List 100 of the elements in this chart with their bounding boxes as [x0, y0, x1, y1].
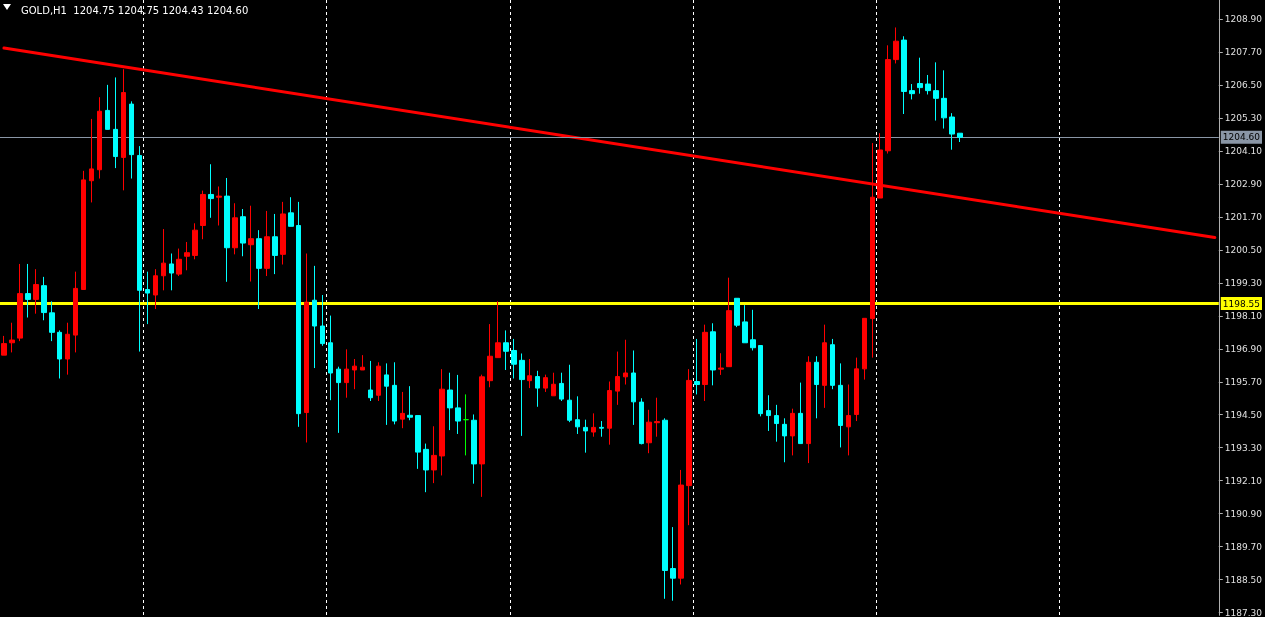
candlestick — [368, 360, 373, 402]
candlestick — [400, 391, 405, 429]
candlestick — [336, 366, 341, 434]
candlestick — [272, 213, 278, 275]
y-tick-label: 1208.90 — [1224, 14, 1263, 25]
candlestick — [9, 322, 15, 353]
candlestick — [137, 145, 142, 353]
candlestick — [25, 263, 31, 319]
y-tick-label: 1199.30 — [1224, 277, 1263, 288]
candlestick — [559, 372, 564, 402]
candlestick — [41, 276, 47, 321]
candlestick — [121, 68, 126, 191]
candlestick — [280, 201, 286, 265]
candlestick — [97, 96, 102, 180]
candlestick — [495, 300, 501, 359]
candlestick — [957, 132, 963, 143]
y-tick-label: 1189.70 — [1224, 541, 1263, 552]
y-tick-label: 1190.90 — [1224, 508, 1263, 519]
candlestick — [646, 409, 652, 454]
candlestick — [694, 338, 700, 395]
ref-line-label: 1204.60 — [1222, 132, 1261, 143]
candlestick — [248, 205, 254, 283]
candlestick — [734, 297, 740, 328]
candlestick — [654, 397, 660, 438]
y-tick-label: 1192.10 — [1224, 475, 1263, 486]
chart-title: GOLD,H1 1204.75 1204.75 1204.43 1204.60 — [21, 4, 249, 16]
candlestick — [352, 358, 357, 390]
candlestick — [631, 349, 636, 426]
candlestick — [49, 300, 55, 342]
candlestick — [543, 374, 548, 393]
candlestick — [949, 112, 955, 151]
candlestick — [575, 395, 580, 435]
candlestick — [392, 361, 397, 425]
candlestick — [917, 57, 923, 95]
candlestick — [240, 208, 246, 257]
candlestick — [105, 84, 110, 130]
candlestick — [639, 397, 644, 445]
candlestick — [583, 419, 588, 454]
candlestick — [615, 351, 620, 406]
candlestick — [686, 368, 692, 526]
candlestick — [89, 118, 94, 203]
candlestick — [862, 317, 867, 381]
candlestick — [774, 404, 779, 443]
y-tick-label: 1206.50 — [1224, 80, 1263, 91]
candlestick — [710, 322, 716, 386]
candlestick — [901, 35, 907, 115]
y-tick-label: 1204.10 — [1224, 146, 1263, 157]
candlestick — [415, 415, 421, 470]
candlestick — [153, 268, 158, 310]
candlestick — [192, 222, 198, 260]
candlestick — [184, 241, 190, 271]
candlestick — [838, 362, 843, 448]
candlestick — [423, 443, 429, 493]
y-tick-label: 1193.30 — [1224, 442, 1263, 453]
candlestick — [328, 315, 333, 401]
y-tick-label: 1187.30 — [1224, 607, 1263, 617]
candlestick — [623, 339, 628, 386]
y-tick-label: 1194.50 — [1224, 409, 1263, 420]
candlestick — [145, 271, 150, 325]
candlestick — [670, 526, 676, 602]
y-tick-label: 1207.70 — [1224, 47, 1263, 58]
candlestick — [814, 355, 819, 419]
candlestick — [503, 329, 509, 371]
candlestick — [384, 362, 389, 426]
candlestick — [519, 352, 525, 437]
candlestick — [288, 196, 294, 227]
candlestick — [320, 294, 325, 347]
candlestick — [933, 61, 939, 122]
candlestick — [487, 323, 493, 388]
y-tick-label: 1201.70 — [1224, 211, 1263, 222]
candlestick — [766, 394, 771, 432]
candlestick — [296, 201, 301, 428]
candlestick — [790, 408, 795, 456]
candlestick — [17, 263, 23, 342]
candlestick — [702, 324, 708, 402]
y-tick-label: 1195.70 — [1224, 376, 1263, 387]
candlestick — [1, 335, 7, 356]
candlestick — [718, 352, 724, 376]
candlestick — [81, 170, 86, 290]
candlestick — [161, 228, 166, 291]
candlestick — [33, 268, 39, 315]
y-tick-label: 1196.90 — [1224, 343, 1263, 354]
candlestick — [830, 338, 835, 390]
candlestick — [113, 76, 118, 169]
y-tick-label: 1188.50 — [1224, 574, 1263, 585]
candlestick — [344, 348, 349, 399]
candlestick — [758, 345, 763, 417]
candlestick — [129, 100, 134, 180]
candlestick — [176, 248, 182, 277]
candlestick — [471, 413, 477, 485]
candlestick — [57, 329, 62, 379]
y-tick-label: 1198.10 — [1224, 310, 1263, 321]
candlestick — [742, 304, 748, 344]
candlestick — [264, 210, 270, 277]
candlestick — [208, 163, 214, 219]
candlestick — [216, 186, 222, 226]
candlestick — [726, 277, 732, 368]
ref-line-label: 1198.55 — [1222, 298, 1260, 309]
y-tick-label: 1202.90 — [1224, 179, 1263, 190]
candlestick — [511, 338, 517, 379]
